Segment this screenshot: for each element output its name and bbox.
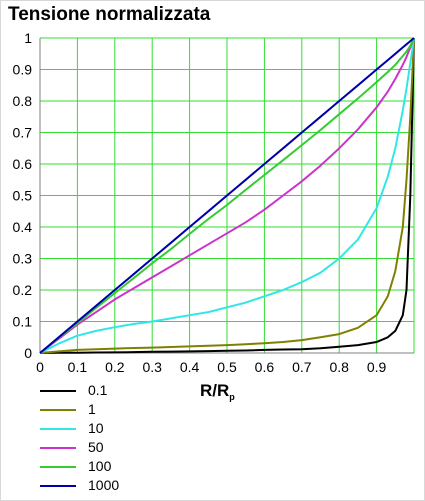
legend-label: 10 xyxy=(88,420,104,436)
series-line-1000 xyxy=(39,37,415,354)
y-tick-label: 0.2 xyxy=(13,282,33,298)
x-tick-label: 0.4 xyxy=(180,359,200,375)
y-tick-label: 0.8 xyxy=(13,93,33,109)
x-tick-label: 0.5 xyxy=(217,359,237,375)
y-tick-label: 0 xyxy=(24,345,32,361)
series-line-50 xyxy=(39,37,415,354)
legend-swatch xyxy=(40,409,76,411)
x-tick-label: 0.7 xyxy=(292,359,312,375)
chart-title: Tensione normalizzata xyxy=(8,4,211,25)
y-tick-label: 0.4 xyxy=(13,219,33,235)
legend-item: 10 xyxy=(40,420,160,439)
legend-label: 50 xyxy=(88,439,104,455)
x-tick-label: 0.8 xyxy=(329,359,349,375)
x-tick-label: 0.3 xyxy=(142,359,162,375)
y-tick-label: 0.7 xyxy=(13,125,33,141)
plot-area: 0 0.1 0.2 0.3 0.4 0.5 0.6 0.7 0.8 0.9 1 0 0.1 0.2 0.3 0… xyxy=(13,30,415,375)
legend-swatch xyxy=(40,466,76,468)
series-line-0-1 xyxy=(39,37,415,354)
legend-item: 1 xyxy=(40,401,160,420)
legend-item: 1000 xyxy=(40,477,160,496)
y-tick-label: 1 xyxy=(24,30,32,46)
legend-swatch xyxy=(40,485,76,487)
legend-label: 0.1 xyxy=(88,382,108,398)
legend-item: 0.1 xyxy=(40,382,160,401)
x-tick-label: 0.9 xyxy=(367,359,387,375)
x-tick-label: 0.6 xyxy=(255,359,275,375)
legend-swatch xyxy=(40,428,76,430)
x-tick-label: 0 xyxy=(36,359,44,375)
x-axis-label-subscript: p xyxy=(229,392,235,402)
legend-label: 1 xyxy=(88,401,96,417)
x-tick-label: 0.2 xyxy=(105,359,125,375)
y-tick-label: 0.9 xyxy=(13,62,33,78)
legend-item: 100 xyxy=(40,458,160,477)
legend-swatch xyxy=(40,447,76,449)
legend-swatch xyxy=(40,390,76,392)
y-tick-label: 0.3 xyxy=(13,251,33,267)
legend-item: 50 xyxy=(40,439,160,458)
series-line-100 xyxy=(39,37,415,354)
series-line-1 xyxy=(39,37,415,354)
x-axis-label: R/Rp xyxy=(200,381,235,402)
series-line-10 xyxy=(39,37,415,354)
legend-label: 100 xyxy=(88,458,112,474)
x-tick-label: 0.1 xyxy=(68,359,88,375)
legend-label: 1000 xyxy=(88,477,120,493)
y-tick-label: 0.5 xyxy=(13,188,33,204)
x-axis-label-main: R/R xyxy=(200,381,230,400)
y-tick-label: 0.1 xyxy=(13,314,33,330)
y-tick-label: 0.6 xyxy=(13,156,33,172)
